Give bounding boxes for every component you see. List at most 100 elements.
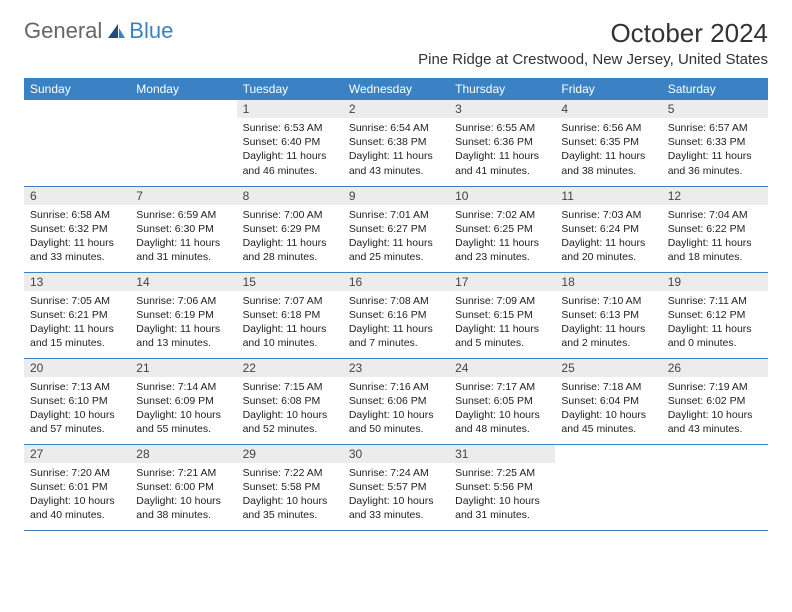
calendar-day-cell: 24Sunrise: 7:17 AMSunset: 6:05 PMDayligh… bbox=[449, 358, 555, 444]
calendar-day-cell: 14Sunrise: 7:06 AMSunset: 6:19 PMDayligh… bbox=[130, 272, 236, 358]
day-details: Sunrise: 7:05 AMSunset: 6:21 PMDaylight:… bbox=[24, 291, 130, 354]
day-number: 5 bbox=[662, 100, 768, 118]
day-details: Sunrise: 7:22 AMSunset: 5:58 PMDaylight:… bbox=[237, 463, 343, 526]
day-details: Sunrise: 7:19 AMSunset: 6:02 PMDaylight:… bbox=[662, 377, 768, 440]
day-details: Sunrise: 7:01 AMSunset: 6:27 PMDaylight:… bbox=[343, 205, 449, 268]
month-title: October 2024 bbox=[418, 18, 768, 49]
calendar-day-cell: 7Sunrise: 6:59 AMSunset: 6:30 PMDaylight… bbox=[130, 186, 236, 272]
day-number: 7 bbox=[130, 187, 236, 205]
day-number: 10 bbox=[449, 187, 555, 205]
calendar-day-cell: 15Sunrise: 7:07 AMSunset: 6:18 PMDayligh… bbox=[237, 272, 343, 358]
day-details: Sunrise: 7:02 AMSunset: 6:25 PMDaylight:… bbox=[449, 205, 555, 268]
day-details: Sunrise: 7:15 AMSunset: 6:08 PMDaylight:… bbox=[237, 377, 343, 440]
calendar-day-cell: 9Sunrise: 7:01 AMSunset: 6:27 PMDaylight… bbox=[343, 186, 449, 272]
day-details: Sunrise: 6:56 AMSunset: 6:35 PMDaylight:… bbox=[555, 118, 661, 181]
day-number: 1 bbox=[237, 100, 343, 118]
day-number: 15 bbox=[237, 273, 343, 291]
day-details: Sunrise: 7:00 AMSunset: 6:29 PMDaylight:… bbox=[237, 205, 343, 268]
calendar-day-cell: 1Sunrise: 6:53 AMSunset: 6:40 PMDaylight… bbox=[237, 100, 343, 186]
day-number: 29 bbox=[237, 445, 343, 463]
calendar-day-cell: 17Sunrise: 7:09 AMSunset: 6:15 PMDayligh… bbox=[449, 272, 555, 358]
calendar-day-cell: 10Sunrise: 7:02 AMSunset: 6:25 PMDayligh… bbox=[449, 186, 555, 272]
day-number: 16 bbox=[343, 273, 449, 291]
calendar-day-cell: 20Sunrise: 7:13 AMSunset: 6:10 PMDayligh… bbox=[24, 358, 130, 444]
calendar-table: SundayMondayTuesdayWednesdayThursdayFrid… bbox=[24, 78, 768, 531]
day-details: Sunrise: 7:08 AMSunset: 6:16 PMDaylight:… bbox=[343, 291, 449, 354]
calendar-day-cell: 29Sunrise: 7:22 AMSunset: 5:58 PMDayligh… bbox=[237, 444, 343, 530]
weekday-header: Wednesday bbox=[343, 78, 449, 100]
day-details: Sunrise: 7:18 AMSunset: 6:04 PMDaylight:… bbox=[555, 377, 661, 440]
day-number: 12 bbox=[662, 187, 768, 205]
day-number: 26 bbox=[662, 359, 768, 377]
calendar-day-cell: 12Sunrise: 7:04 AMSunset: 6:22 PMDayligh… bbox=[662, 186, 768, 272]
day-number: 23 bbox=[343, 359, 449, 377]
calendar-day-cell: 22Sunrise: 7:15 AMSunset: 6:08 PMDayligh… bbox=[237, 358, 343, 444]
calendar-week-row: ....1Sunrise: 6:53 AMSunset: 6:40 PMDayl… bbox=[24, 100, 768, 186]
day-number: 18 bbox=[555, 273, 661, 291]
day-number: 6 bbox=[24, 187, 130, 205]
day-number: 20 bbox=[24, 359, 130, 377]
day-details: Sunrise: 7:14 AMSunset: 6:09 PMDaylight:… bbox=[130, 377, 236, 440]
day-details: Sunrise: 7:16 AMSunset: 6:06 PMDaylight:… bbox=[343, 377, 449, 440]
weekday-header-row: SundayMondayTuesdayWednesdayThursdayFrid… bbox=[24, 78, 768, 100]
calendar-day-cell: 26Sunrise: 7:19 AMSunset: 6:02 PMDayligh… bbox=[662, 358, 768, 444]
calendar-day-cell: 5Sunrise: 6:57 AMSunset: 6:33 PMDaylight… bbox=[662, 100, 768, 186]
day-details: Sunrise: 7:20 AMSunset: 6:01 PMDaylight:… bbox=[24, 463, 130, 526]
calendar-day-cell: 11Sunrise: 7:03 AMSunset: 6:24 PMDayligh… bbox=[555, 186, 661, 272]
day-number: 22 bbox=[237, 359, 343, 377]
day-number: 27 bbox=[24, 445, 130, 463]
day-number: 13 bbox=[24, 273, 130, 291]
calendar-day-cell: 4Sunrise: 6:56 AMSunset: 6:35 PMDaylight… bbox=[555, 100, 661, 186]
day-details: Sunrise: 6:59 AMSunset: 6:30 PMDaylight:… bbox=[130, 205, 236, 268]
day-details: Sunrise: 7:03 AMSunset: 6:24 PMDaylight:… bbox=[555, 205, 661, 268]
logo-text-general: General bbox=[24, 18, 102, 44]
calendar-day-cell: 31Sunrise: 7:25 AMSunset: 5:56 PMDayligh… bbox=[449, 444, 555, 530]
day-details: Sunrise: 7:09 AMSunset: 6:15 PMDaylight:… bbox=[449, 291, 555, 354]
day-details: Sunrise: 6:54 AMSunset: 6:38 PMDaylight:… bbox=[343, 118, 449, 181]
day-number: 19 bbox=[662, 273, 768, 291]
calendar-day-cell: 2Sunrise: 6:54 AMSunset: 6:38 PMDaylight… bbox=[343, 100, 449, 186]
calendar-day-cell: 25Sunrise: 7:18 AMSunset: 6:04 PMDayligh… bbox=[555, 358, 661, 444]
weekday-header: Saturday bbox=[662, 78, 768, 100]
calendar-week-row: 13Sunrise: 7:05 AMSunset: 6:21 PMDayligh… bbox=[24, 272, 768, 358]
day-details: Sunrise: 7:13 AMSunset: 6:10 PMDaylight:… bbox=[24, 377, 130, 440]
location: Pine Ridge at Crestwood, New Jersey, Uni… bbox=[418, 51, 768, 68]
calendar-day-cell: 6Sunrise: 6:58 AMSunset: 6:32 PMDaylight… bbox=[24, 186, 130, 272]
day-details: Sunrise: 7:25 AMSunset: 5:56 PMDaylight:… bbox=[449, 463, 555, 526]
weekday-header: Tuesday bbox=[237, 78, 343, 100]
day-number: 14 bbox=[130, 273, 236, 291]
day-details: Sunrise: 7:24 AMSunset: 5:57 PMDaylight:… bbox=[343, 463, 449, 526]
calendar-day-cell: 30Sunrise: 7:24 AMSunset: 5:57 PMDayligh… bbox=[343, 444, 449, 530]
calendar-day-cell: .. bbox=[555, 444, 661, 530]
logo-sail-icon bbox=[106, 22, 126, 40]
day-details: Sunrise: 6:57 AMSunset: 6:33 PMDaylight:… bbox=[662, 118, 768, 181]
day-details: Sunrise: 7:07 AMSunset: 6:18 PMDaylight:… bbox=[237, 291, 343, 354]
day-details: Sunrise: 7:10 AMSunset: 6:13 PMDaylight:… bbox=[555, 291, 661, 354]
day-number: 2 bbox=[343, 100, 449, 118]
logo: General Blue bbox=[24, 18, 173, 44]
weekday-header: Thursday bbox=[449, 78, 555, 100]
day-number: 28 bbox=[130, 445, 236, 463]
calendar-week-row: 27Sunrise: 7:20 AMSunset: 6:01 PMDayligh… bbox=[24, 444, 768, 530]
day-number: 8 bbox=[237, 187, 343, 205]
logo-text-blue: Blue bbox=[129, 18, 173, 44]
weekday-header: Monday bbox=[130, 78, 236, 100]
calendar-week-row: 20Sunrise: 7:13 AMSunset: 6:10 PMDayligh… bbox=[24, 358, 768, 444]
day-details: Sunrise: 7:17 AMSunset: 6:05 PMDaylight:… bbox=[449, 377, 555, 440]
title-block: October 2024 Pine Ridge at Crestwood, Ne… bbox=[418, 18, 768, 74]
calendar-day-cell: .. bbox=[24, 100, 130, 186]
day-number: 4 bbox=[555, 100, 661, 118]
day-details: Sunrise: 6:55 AMSunset: 6:36 PMDaylight:… bbox=[449, 118, 555, 181]
weekday-header: Sunday bbox=[24, 78, 130, 100]
calendar-day-cell: 19Sunrise: 7:11 AMSunset: 6:12 PMDayligh… bbox=[662, 272, 768, 358]
day-number: 25 bbox=[555, 359, 661, 377]
calendar-day-cell: 23Sunrise: 7:16 AMSunset: 6:06 PMDayligh… bbox=[343, 358, 449, 444]
day-details: Sunrise: 6:53 AMSunset: 6:40 PMDaylight:… bbox=[237, 118, 343, 181]
day-number: 24 bbox=[449, 359, 555, 377]
calendar-body: .... 1Sunrise: 6:53 AMSunset: 6:40 PMDayl… bbox=[24, 100, 768, 530]
calendar-day-cell: 27Sunrise: 7:20 AMSunset: 6:01 PMDayligh… bbox=[24, 444, 130, 530]
calendar-day-cell: 13Sunrise: 7:05 AMSunset: 6:21 PMDayligh… bbox=[24, 272, 130, 358]
calendar-day-cell: 3Sunrise: 6:55 AMSunset: 6:36 PMDaylight… bbox=[449, 100, 555, 186]
day-number: 21 bbox=[130, 359, 236, 377]
calendar-day-cell: .. bbox=[662, 444, 768, 530]
